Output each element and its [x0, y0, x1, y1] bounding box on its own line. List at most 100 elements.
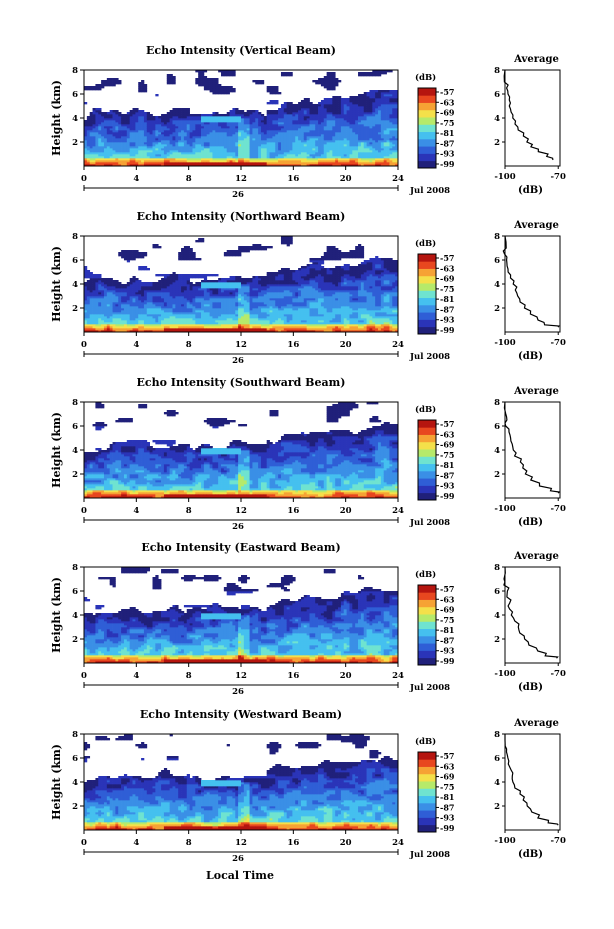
heatmap-cell	[260, 126, 265, 129]
heatmap-cell	[141, 140, 145, 143]
heatmap-cell	[138, 310, 142, 313]
heatmap-cell	[149, 286, 153, 289]
heatmap-cell	[106, 116, 111, 119]
heatmap-cell	[89, 154, 93, 157]
heatmap-cell	[238, 154, 242, 157]
heatmap-cell	[141, 136, 145, 139]
heatmap-cell	[229, 72, 233, 75]
heatmap-cell	[143, 112, 148, 115]
heatmap-cell	[389, 154, 393, 157]
heatmap-cell	[195, 320, 199, 323]
heatmap-cell	[175, 124, 179, 127]
heatmap-cell	[258, 158, 262, 161]
heatmap-cell	[386, 102, 390, 105]
heatmap-cell	[258, 144, 262, 147]
heatmap-cell	[175, 112, 179, 115]
heatmap-cell	[369, 94, 373, 97]
heatmap-cell	[255, 164, 259, 167]
heatmap-cell	[252, 116, 256, 119]
heatmap-cell	[352, 142, 356, 145]
heatmap-cell	[292, 124, 296, 127]
heatmap-cell	[209, 80, 213, 83]
heatmap-cell	[195, 276, 199, 279]
heatmap-cell	[175, 296, 179, 299]
heatmap-cell	[161, 294, 165, 297]
heatmap-cell	[92, 314, 96, 317]
heatmap-cell	[209, 86, 213, 89]
heatmap-cell	[278, 152, 282, 155]
heatmap-cell	[186, 318, 190, 321]
heatmap-cell	[84, 330, 88, 333]
heatmap-cell	[332, 84, 336, 87]
heatmap-cell	[232, 140, 236, 143]
heatmap-cell	[303, 154, 307, 157]
heatmap-cell	[360, 136, 365, 139]
heatmap-cell	[175, 330, 179, 333]
heatmap-cell	[103, 120, 108, 123]
heatmap-cell	[338, 144, 342, 147]
heatmap-cell	[89, 328, 93, 331]
heatmap-cell	[241, 130, 245, 133]
heatmap-cell	[183, 108, 188, 111]
heatmap-cell	[149, 304, 153, 307]
heatmap-cell	[363, 150, 367, 153]
heatmap-cell	[243, 120, 248, 123]
heatmap-cell	[286, 164, 290, 167]
heatmap-cell	[163, 324, 168, 327]
heatmap-cell	[349, 100, 353, 103]
heatmap-cell	[155, 148, 159, 151]
average-x-tick-label: -70	[551, 172, 566, 182]
heatmap-cell	[320, 130, 325, 133]
heatmap-cell	[123, 250, 128, 253]
heatmap-cell	[215, 128, 219, 131]
heatmap-cell	[169, 148, 173, 151]
heatmap-cell	[103, 80, 108, 83]
heatmap-cell	[183, 160, 188, 163]
heatmap-cell	[315, 148, 319, 151]
heatmap-cell	[292, 126, 296, 129]
heatmap-cell	[101, 146, 105, 149]
heatmap-cell	[369, 104, 373, 107]
heatmap-cell	[186, 136, 190, 139]
heatmap-cell	[323, 122, 327, 125]
heatmap-cell	[109, 312, 113, 315]
heatmap-cell	[206, 120, 210, 123]
heatmap-cell	[238, 110, 242, 113]
heatmap-cell	[209, 164, 213, 167]
heatmap-cell	[289, 110, 293, 113]
heatmap-cell	[366, 112, 370, 115]
heatmap-cell	[195, 146, 199, 149]
heatmap-cell	[318, 140, 322, 143]
heatmap-cell	[280, 122, 285, 125]
heatmap-cell	[103, 324, 108, 327]
heatmap-cell	[355, 132, 359, 135]
heatmap-cell	[189, 132, 193, 135]
heatmap-cell	[103, 304, 108, 307]
heatmap-cell	[243, 144, 248, 147]
heatmap-cell	[175, 284, 179, 287]
heatmap-cell	[115, 302, 119, 305]
heatmap-cell	[306, 156, 310, 159]
heatmap-cell	[181, 258, 185, 261]
heatmap-cell	[158, 118, 162, 121]
heatmap-cell	[212, 142, 216, 145]
heatmap-cell	[246, 156, 250, 159]
heatmap-cell	[389, 114, 393, 117]
heatmap-cell	[112, 122, 116, 125]
heatmap-cell	[103, 316, 108, 319]
heatmap-cell	[275, 90, 279, 93]
heatmap-cell	[101, 324, 105, 327]
heatmap-cell	[201, 78, 205, 81]
heatmap-cell	[263, 122, 268, 125]
heatmap-cell	[275, 152, 279, 155]
heatmap-cell	[283, 110, 288, 113]
heatmap-cell	[203, 280, 208, 283]
heatmap-cell	[149, 130, 153, 133]
heatmap-cell	[175, 158, 179, 161]
heatmap-cell	[223, 118, 228, 121]
heatmap-cell	[238, 156, 242, 159]
heatmap-cell	[138, 290, 142, 293]
heatmap-cell	[201, 74, 205, 77]
heatmap-cell	[126, 154, 131, 157]
heatmap-cell	[335, 100, 339, 103]
